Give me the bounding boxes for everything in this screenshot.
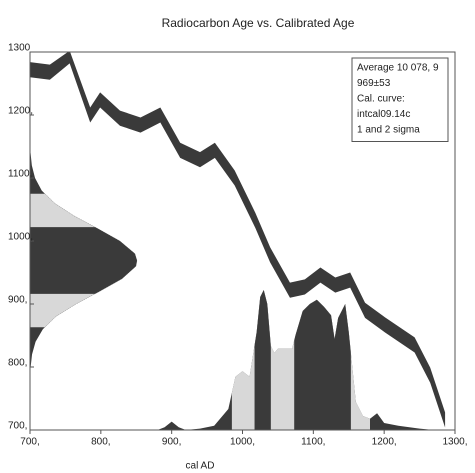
y-tick-label: 1300: [8, 43, 31, 54]
legend-box: [351, 57, 449, 142]
legend-text: Average 10 078, 9: [357, 63, 439, 74]
legend-text: Cal. curve:: [357, 94, 405, 105]
plot: [30, 52, 446, 430]
legend-text: intcal09.14c: [357, 109, 410, 120]
x-tick-label: 800,: [91, 437, 110, 448]
radiocarbon-1sigma: [30, 227, 137, 294]
y-tick-label: 800,: [8, 358, 27, 369]
x-tick-label: 700,: [20, 437, 39, 448]
x-tick-label: 1000,: [230, 437, 255, 448]
legend-text: 969±53: [357, 78, 391, 89]
x-tick-label: 1100,: [301, 437, 325, 448]
y-tick-label: 1200,: [8, 106, 33, 117]
x-tick-label: 900,: [162, 437, 181, 448]
chart-title: Radiocarbon Age vs. Calibrated Age: [162, 16, 355, 30]
x-tick-label: 1300,: [442, 437, 467, 448]
x-axis-label: cal AD: [186, 461, 215, 472]
y-tick-label: 900,: [8, 295, 27, 306]
legend-text: 1 and 2 sigma: [357, 125, 420, 136]
calibrated-1sigma: [254, 290, 351, 430]
y-tick-label: 1100,: [8, 169, 32, 180]
y-tick-label: 1000,: [8, 232, 33, 243]
y-tick-label: 700,: [8, 421, 27, 432]
x-tick-label: 1200,: [372, 437, 397, 448]
